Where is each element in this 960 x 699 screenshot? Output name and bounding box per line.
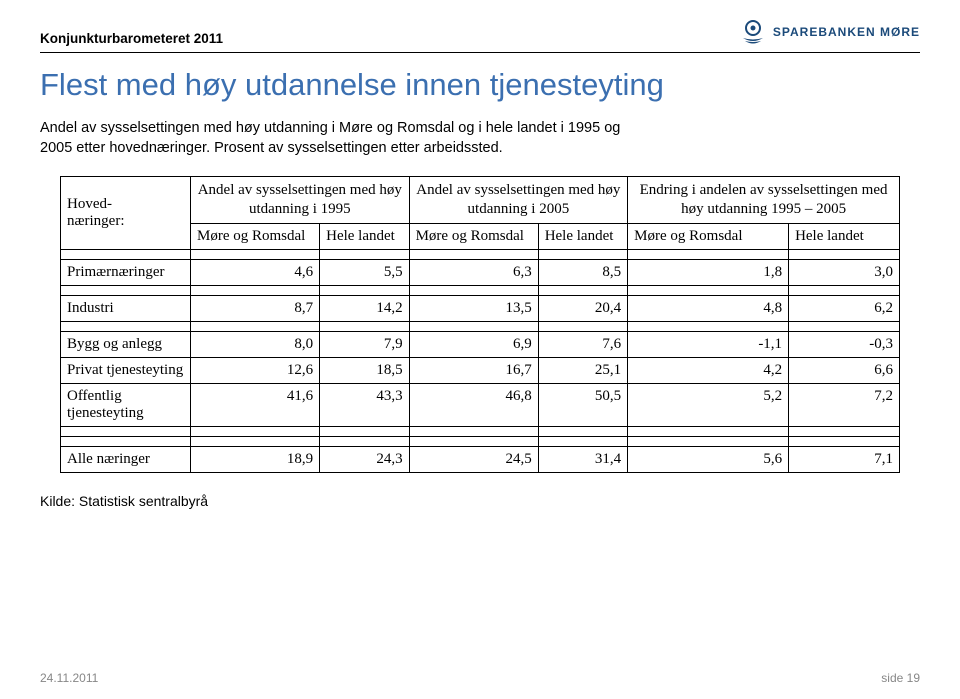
table-spacer [61,321,900,331]
cell: 18,9 [191,446,320,472]
cell: 7,9 [320,331,409,357]
cell: 6,2 [789,295,900,321]
cell: 31,4 [538,446,627,472]
cell: 50,5 [538,383,627,426]
cell: 12,6 [191,357,320,383]
page-footer: 24.11.2011 side 19 [40,671,920,685]
group-header-2005: Andel av sysselsettingen med høy utdanni… [409,177,628,224]
sub-header: Møre og Romsdal [409,223,538,249]
cell: 13,5 [409,295,538,321]
table-spacer [61,436,900,446]
cell: 25,1 [538,357,627,383]
cell: 41,6 [191,383,320,426]
table-row: Bygg og anlegg 8,0 7,9 6,9 7,6 -1,1 -0,3 [61,331,900,357]
cell: 6,9 [409,331,538,357]
group-header-1995: Andel av sysselsettingen med høy utdanni… [191,177,410,224]
cell: 4,8 [628,295,789,321]
cell: 4,6 [191,259,320,285]
cell: 24,3 [320,446,409,472]
row-label: Alle næringer [61,446,191,472]
brand-name: SPAREBANKEN MØRE [773,25,920,39]
row-label: Industri [61,295,191,321]
table-spacer [61,285,900,295]
source-label: Kilde: Statistisk sentralbyrå [0,473,960,509]
cell: -0,3 [789,331,900,357]
group-header-change: Endring i andelen av sysselsettingen med… [628,177,900,224]
cell: 8,7 [191,295,320,321]
footer-page: side 19 [881,671,920,685]
report-name: Konjunkturbarometeret 2011 [40,31,223,46]
cell: -1,1 [628,331,789,357]
cell: 8,0 [191,331,320,357]
table-row: Primærnæringer 4,6 5,5 6,3 8,5 1,8 3,0 [61,259,900,285]
page-header: Konjunkturbarometeret 2011 SPAREBANKEN M… [0,0,960,50]
row-label: Bygg og anlegg [61,331,191,357]
table-spacer [61,249,900,259]
cell: 18,5 [320,357,409,383]
cell: 14,2 [320,295,409,321]
brand-logo: SPAREBANKEN MØRE [739,18,920,46]
cell: 16,7 [409,357,538,383]
table-row: Industri 8,7 14,2 13,5 20,4 4,8 6,2 [61,295,900,321]
footer-date: 24.11.2011 [40,671,98,685]
cell: 5,2 [628,383,789,426]
cell: 4,2 [628,357,789,383]
sub-header: Hele landet [538,223,627,249]
sub-header: Hele landet [320,223,409,249]
cell: 6,3 [409,259,538,285]
cell: 20,4 [538,295,627,321]
cell: 5,5 [320,259,409,285]
row-label: Privat tjenesteyting [61,357,191,383]
cell: 24,5 [409,446,538,472]
subtitle: Andel av sysselsettingen med høy utdanni… [0,113,960,162]
cell: 5,6 [628,446,789,472]
cell: 7,6 [538,331,627,357]
table-row: Offentlig tjenesteyting 41,6 43,3 46,8 5… [61,383,900,426]
bank-logo-icon [739,18,767,46]
table-total-row: Alle næringer 18,9 24,3 24,5 31,4 5,6 7,… [61,446,900,472]
data-table: Hoved- næringer: Andel av sysselsettinge… [60,176,900,473]
cell: 1,8 [628,259,789,285]
row-label: Primærnæringer [61,259,191,285]
sub-header: Hele landet [789,223,900,249]
cell: 8,5 [538,259,627,285]
table-spacer [61,426,900,436]
cell: 7,2 [789,383,900,426]
subtitle-line-2: 2005 etter hovednæringer. Prosent av sys… [40,140,503,156]
page-title: Flest med høy utdannelse innen tjenestey… [0,53,960,113]
table-row: Privat tjenesteyting 12,6 18,5 16,7 25,1… [61,357,900,383]
table-corner-cell: Hoved- næringer: [61,177,191,250]
sub-header: Møre og Romsdal [191,223,320,249]
cell: 43,3 [320,383,409,426]
cell: 6,6 [789,357,900,383]
cell: 46,8 [409,383,538,426]
sub-header: Møre og Romsdal [628,223,789,249]
subtitle-line-1: Andel av sysselsettingen med høy utdanni… [40,120,620,136]
cell: 7,1 [789,446,900,472]
data-table-container: Hoved- næringer: Andel av sysselsettinge… [0,162,960,473]
cell: 3,0 [789,259,900,285]
row-label: Offentlig tjenesteyting [61,383,191,426]
table-header-row-1: Hoved- næringer: Andel av sysselsettinge… [61,177,900,224]
